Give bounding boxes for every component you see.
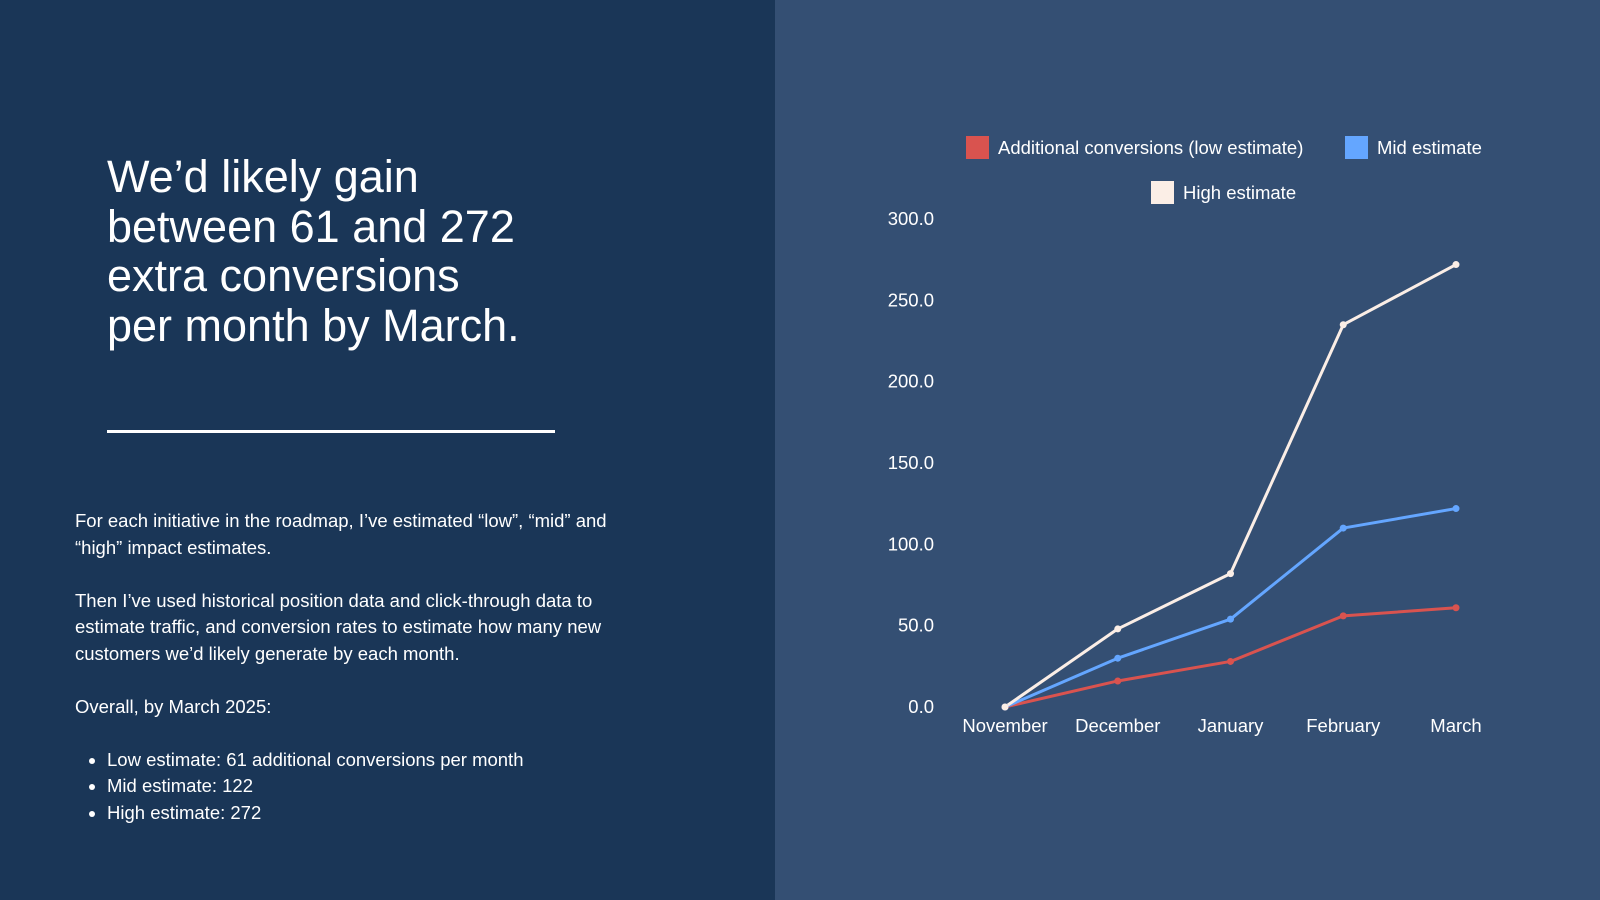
y-tick-label: 200.0 [888, 371, 934, 392]
y-tick-label: 250.0 [888, 289, 934, 310]
x-tick-label: February [1306, 715, 1381, 736]
series-line [1004, 507, 1457, 709]
legend-label: Additional conversions (low estimate) [998, 137, 1303, 158]
y-tick-label: 100.0 [888, 533, 934, 554]
x-tick-label: November [962, 715, 1047, 736]
headline: We’d likely gain between 61 and 272 extr… [107, 152, 627, 350]
legend-swatch [1345, 136, 1368, 159]
data-point [1227, 570, 1234, 578]
left-panel [0, 0, 775, 900]
body-paragraph: Overall, by March 2025: [75, 695, 272, 717]
legend-label: Mid estimate [1377, 137, 1482, 158]
x-tick-label: January [1198, 715, 1265, 736]
headline-line: We’d likely gain [107, 151, 419, 202]
data-point [1452, 604, 1460, 612]
estimate-list-item: Low estimate: 61 additional conversions … [107, 747, 655, 774]
legend-swatch [966, 136, 989, 159]
data-point [1227, 615, 1234, 623]
legend-label: High estimate [1183, 182, 1296, 203]
data-point [1227, 657, 1234, 665]
data-point [1452, 505, 1460, 513]
body-paragraph: Then I’ve used historical position data … [75, 589, 602, 664]
y-tick-label: 150.0 [888, 452, 934, 473]
headline-line: between 61 and 272 [107, 200, 515, 252]
y-tick-label: 300.0 [888, 208, 934, 229]
chart-panel [775, 0, 1600, 900]
data-point [1339, 321, 1347, 329]
x-tick-label: December [1075, 715, 1160, 736]
body-paragraph: For each initiative in the roadmap, I’ve… [75, 510, 607, 558]
x-tick-label: March [1430, 715, 1481, 736]
headline-line: extra conversions [107, 250, 460, 301]
data-point [1114, 625, 1122, 633]
headline-line: per month by March. [107, 299, 520, 351]
divider-line [107, 430, 555, 433]
estimate-list-item: Mid estimate: 122 [107, 773, 655, 800]
series-line [1004, 263, 1457, 709]
body-text: For each initiative in the roadmap, I’ve… [75, 508, 655, 826]
legend-swatch [1151, 181, 1174, 204]
data-point [1339, 612, 1347, 620]
data-point [1452, 261, 1460, 269]
data-point [1001, 703, 1009, 711]
estimate-list: Low estimate: 61 additional conversions … [75, 747, 655, 827]
data-point [1114, 654, 1122, 662]
data-point [1339, 524, 1347, 532]
estimate-list-item: High estimate: 272 [107, 800, 655, 827]
y-tick-label: 0.0 [908, 696, 934, 717]
data-point [1114, 677, 1122, 685]
y-tick-label: 50.0 [898, 615, 934, 636]
